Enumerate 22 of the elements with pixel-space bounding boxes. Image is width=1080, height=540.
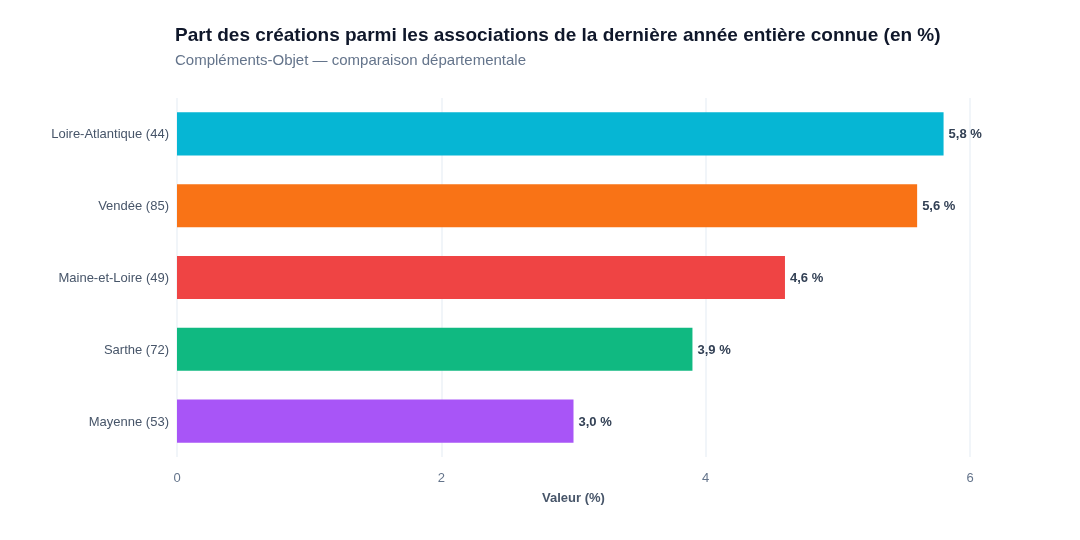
y-tick-label: Vendée (85) xyxy=(98,198,169,214)
x-tick-label: 0 xyxy=(173,470,181,485)
data-label: 5,6 % xyxy=(922,198,956,214)
data-label: 3,9 % xyxy=(697,341,732,357)
chart-title: Part des créations parmi les associations de la dernière année entière connue (en %) xyxy=(175,24,941,45)
chart-subtitle: Compléments-Objet — comparaison départementale xyxy=(175,51,526,68)
x-tick-label: 4 xyxy=(702,470,710,485)
data-label: 4,6 % xyxy=(789,270,824,285)
bar xyxy=(177,112,944,156)
y-tick-label: Loire-Atlantique (44) xyxy=(51,126,169,142)
y-tick-label: Maine-et-Loire (49) xyxy=(58,270,169,285)
bar xyxy=(177,327,693,371)
y-tick-label: Sarthe (72) xyxy=(103,341,169,357)
x-tick-label: 6 xyxy=(966,470,974,485)
data-label: 3,0 % xyxy=(578,413,613,429)
bar xyxy=(177,255,785,300)
bar xyxy=(177,399,574,443)
data-label: 5,8 % xyxy=(948,126,983,142)
x-tick-label: 2 xyxy=(437,470,445,485)
x-axis-title: Valeur (%) xyxy=(542,490,605,505)
y-tick-label: Mayenne (53) xyxy=(88,413,169,429)
bar xyxy=(177,184,918,228)
